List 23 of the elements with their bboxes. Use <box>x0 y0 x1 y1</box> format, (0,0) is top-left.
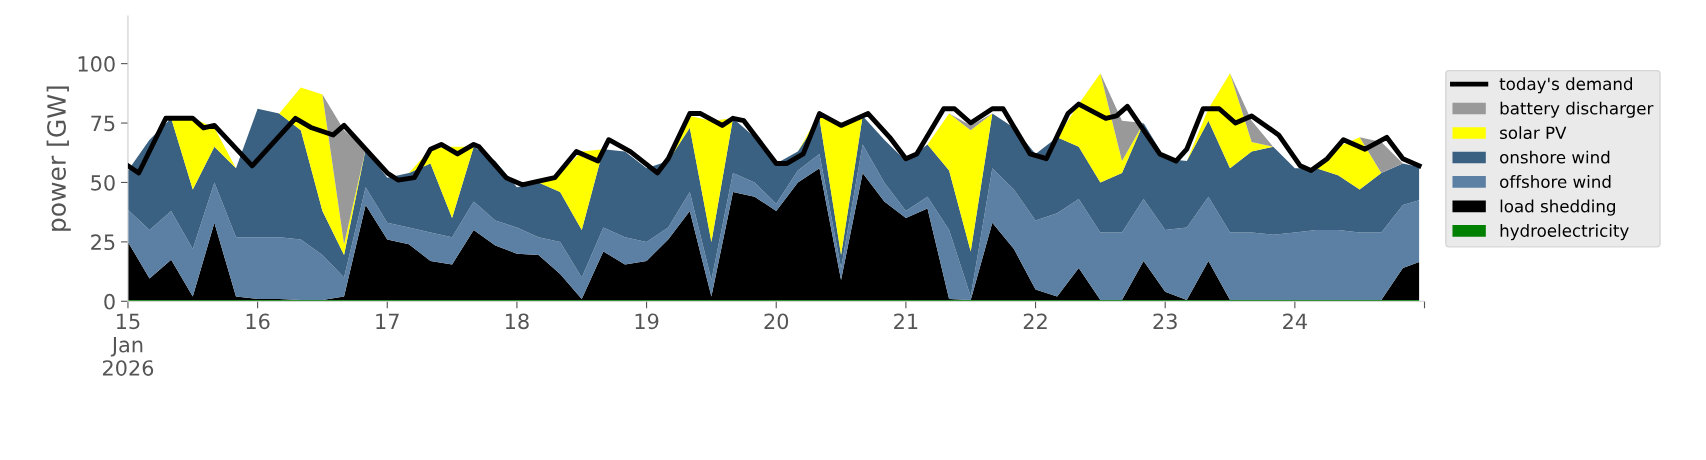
legend-label: onshore wind <box>1500 150 1610 164</box>
y-tick-label: 100 <box>78 56 115 72</box>
x-tick-label: 23 <box>1153 313 1177 330</box>
y-tick-label: 0 <box>104 293 115 310</box>
legend-label: battery discharger <box>1500 101 1654 118</box>
y-tick-label: 75 <box>91 115 115 132</box>
y-axis-title: power [GW] <box>46 86 71 231</box>
x-tick-label: 17 <box>376 313 399 329</box>
legend-label: load shedding <box>1500 199 1615 216</box>
x-tick-label: 22 <box>1023 313 1047 329</box>
legend-label: hydroelectricity <box>1500 224 1629 241</box>
x-tick-label: 21 <box>894 313 918 329</box>
y-tick-label: 25 <box>91 234 115 251</box>
x-tick-label: 18 <box>505 313 529 330</box>
x-tick-label: 15 Jan 2026 <box>102 313 154 376</box>
x-tick-label: 19 <box>635 313 659 330</box>
x-tick-label: 20 <box>764 313 789 330</box>
y-tick-label: 50 <box>91 174 115 191</box>
legend-label: today's demand <box>1499 77 1632 94</box>
x-tick-label: 24 <box>1283 313 1307 329</box>
legend-label: offshore wind <box>1500 175 1611 188</box>
x-tick-label: 16 <box>246 313 270 330</box>
legend-label: solar PV <box>1500 126 1567 140</box>
